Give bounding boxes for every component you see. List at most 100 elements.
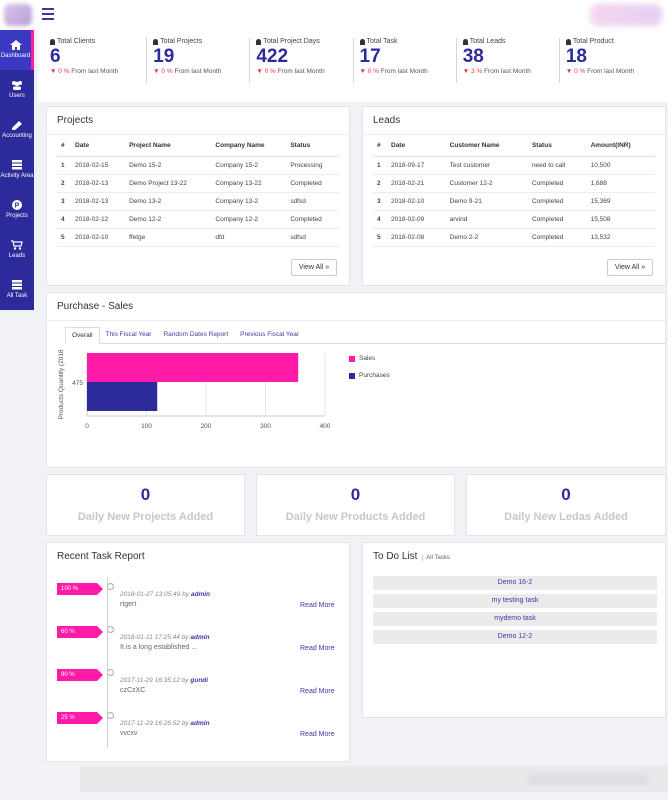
table-cell: Demo 15-2 <box>125 156 212 175</box>
table-cell: 13,532 <box>586 228 655 247</box>
stat-value: 38 <box>462 46 484 67</box>
footer-text <box>528 774 648 784</box>
timeline-line <box>107 577 108 747</box>
stat-change: ▼ 0 % <box>565 68 586 75</box>
table-cell: Company 12-2 <box>211 210 287 229</box>
table-cell: Completed <box>527 174 587 193</box>
tab-previous-fiscal-year[interactable]: Previous Fiscal Year <box>240 331 300 338</box>
table-cell: 5 <box>57 228 71 247</box>
stat-change: ▼ 0 % <box>153 68 173 75</box>
table-cell: 2018-02-10 <box>71 228 126 247</box>
read-more-link[interactable]: Read More <box>300 602 335 609</box>
stat-total-projects: Total Projects 19 ▼ 0 % From last Month <box>147 38 251 83</box>
table-row: 3 2018-02-13 Demo 13-2 Company 13-2 sdfsd <box>57 192 339 211</box>
daily-value: 0 <box>561 485 571 504</box>
column-header: # <box>373 135 387 157</box>
table-cell: 1 <box>57 156 71 175</box>
table-row: 3 2018-02-10 Demo 9-21 Completed 15,369 <box>373 192 655 211</box>
table-cell: 15,508 <box>586 210 655 229</box>
table-row: 5 2018-02-10 ffetge dfd sdfsd <box>57 228 339 247</box>
timeline-dot <box>107 669 114 676</box>
task-progress-badge[interactable]: 90 % <box>57 669 103 681</box>
purchase-sales-chart: 0 100 200 300 400 475 Products Quantity (2018 <box>58 349 331 430</box>
cart-icon <box>11 240 23 250</box>
task-progress-badge[interactable]: 25 % <box>57 712 103 724</box>
bar-sales <box>87 353 299 382</box>
task-text: It is a long established ... <box>120 644 198 651</box>
daily-value: 0 <box>140 485 151 504</box>
table-cell: 2018-02-12 <box>71 210 126 229</box>
legend-item-sales[interactable]: Sales <box>349 355 390 362</box>
sidebar-item-leads[interactable]: Leads <box>0 230 34 270</box>
read-more-link[interactable]: Read More <box>300 645 335 652</box>
chart-legend: Sales Purchases <box>349 355 390 389</box>
svg-text:P: P <box>15 203 20 210</box>
recent-task-card: Recent Task Report 100 % 2018-01-27 13:0… <box>46 542 350 762</box>
stats-bar: Total Clients 6 ▼ 0 % From last Month To… <box>38 30 668 102</box>
stat-label: Total Task <box>366 38 398 45</box>
todo-item[interactable]: Demo 16-2 <box>373 576 657 590</box>
sidebar-item-all-task[interactable]: All Task <box>0 270 34 310</box>
stat-value: 6 <box>50 46 61 67</box>
todo-item[interactable]: my testing task <box>373 594 657 608</box>
legend-item-purchases[interactable]: Purchases <box>349 372 390 379</box>
table-cell: 10,500 <box>586 156 655 175</box>
sidebar-item-dashboard[interactable]: Dashboard <box>0 30 34 70</box>
user-icon <box>359 38 365 45</box>
home-icon <box>9 40 22 50</box>
stat-total-leads: Total Leads 38 ▼ 3 % From last Month <box>457 38 560 83</box>
table-cell: 2018-02-21 <box>387 174 446 193</box>
table-cell: sdfsd <box>286 228 339 247</box>
table-cell: 2 <box>373 174 387 193</box>
tab-overall[interactable]: Overall <box>65 327 100 344</box>
column-header: Project Name <box>125 135 212 157</box>
todo-item[interactable]: mydemo task <box>373 612 657 626</box>
card-title: To Do List All Tasks <box>363 543 665 570</box>
tab-random-dates-report[interactable]: Random Dates Report <box>163 331 229 338</box>
sidebar-item-projects[interactable]: P Projects <box>0 190 34 230</box>
todo-item[interactable]: Demo 12-2 <box>373 630 657 644</box>
column-header: Customer Name <box>445 135 528 157</box>
table-cell: need to call <box>527 156 587 175</box>
table-row: 1 2018-09-17 Test customer need to call 10,5… <box>373 156 655 175</box>
task-text: rtgert <box>120 601 137 608</box>
user-menu[interactable] <box>590 4 662 26</box>
sidebar: Dashboard Users Accounting Activity Area… <box>0 30 34 310</box>
table-cell: 15,369 <box>586 192 655 211</box>
table-cell: Customer 12-2 <box>445 174 528 193</box>
stat-total-task: Total Task 17 ▼ 0 % From last Month <box>354 38 457 83</box>
stat-total-clients: Total Clients 6 ▼ 0 % From last Month <box>44 38 148 83</box>
sidebar-item-accounting[interactable]: Accounting <box>0 110 34 150</box>
leads-view-all-button[interactable]: View All » <box>607 259 653 276</box>
leads-table: # Date Customer Name Status Amount(INR) … <box>373 135 655 247</box>
stat-change: ▼ 0 % <box>359 68 379 75</box>
table-cell: 1 <box>373 156 387 175</box>
stat-value: 19 <box>153 46 175 67</box>
x-tick-label: 0 <box>85 423 89 430</box>
daily-label: Daily New Ledas Added <box>504 511 628 523</box>
sidebar-item-users[interactable]: Users <box>0 70 34 110</box>
read-more-link[interactable]: Read More <box>300 731 335 738</box>
task-meta: 2018-01-27 13:05:49 by admin <box>120 591 211 598</box>
table-cell: 2018-02-10 <box>387 192 446 211</box>
table-cell: arvind <box>445 210 528 229</box>
table-cell: Completed <box>286 210 339 229</box>
table-cell: 5 <box>373 228 387 247</box>
table-cell: sdfsd <box>286 192 339 211</box>
table-cell: Test customer <box>445 156 528 175</box>
stat-label: Total Projects <box>160 38 203 45</box>
task-progress-badge[interactable]: 100 % <box>57 583 103 595</box>
sidebar-item-activity-area[interactable]: Activity Area <box>0 150 34 190</box>
projects-view-all-button[interactable]: View All » <box>291 259 337 276</box>
table-cell: 1,688 <box>586 174 655 193</box>
task-progress-badge[interactable]: 60 % <box>57 626 103 638</box>
table-cell: 2018-02-15 <box>71 156 126 175</box>
tab-this-fiscal-year[interactable]: This Fiscal Year <box>105 331 152 338</box>
menu-toggle-icon[interactable] <box>42 8 54 20</box>
table-cell: Demo 9-21 <box>445 192 528 211</box>
app-logo[interactable] <box>4 4 32 26</box>
read-more-link[interactable]: Read More <box>300 688 335 695</box>
stat-total-project-days: Total Project Days 422 ▼ 0 % From last M… <box>250 38 354 83</box>
user-icon <box>153 38 159 45</box>
user-icon <box>50 38 55 45</box>
